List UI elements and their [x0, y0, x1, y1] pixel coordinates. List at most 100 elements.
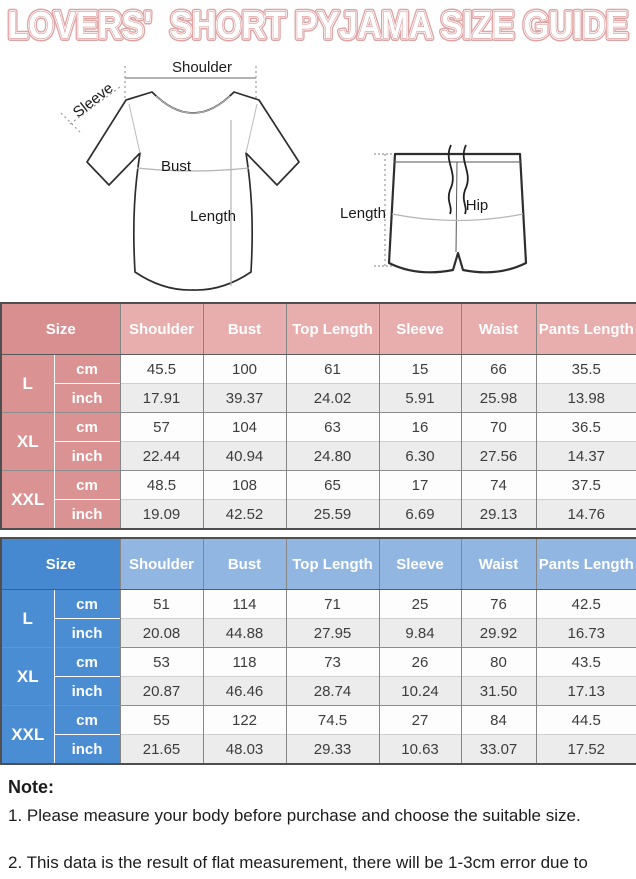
hip-label: Hip — [466, 197, 489, 214]
col-header-waist: Waist — [460, 538, 537, 590]
shorts-outline — [387, 152, 528, 274]
tshirt-right-sleeve-seam — [245, 103, 258, 154]
row-l-inch: inch 20.08 44.88 27.95 9.84 29.92 16.73 — [1, 618, 636, 648]
size-label-l: L — [0, 589, 54, 648]
col-header-top-length: Top Length — [285, 538, 380, 590]
value-cell: 44.88 — [202, 618, 287, 648]
value-cell: 43.5 — [535, 647, 636, 677]
value-cell: 26 — [378, 647, 462, 677]
size-label-xl: XL — [0, 647, 54, 706]
value-cell: 114 — [202, 589, 287, 619]
value-cell: 40.94 — [202, 441, 287, 471]
value-cell: 13.98 — [535, 383, 636, 413]
value-cell: 61 — [285, 354, 380, 384]
value-cell: 53 — [119, 647, 204, 677]
value-cell: 31.50 — [460, 676, 537, 706]
page-title: LOVERS' SHORT PYJAMA SIZE GUIDE — [8, 5, 628, 47]
value-cell: 27 — [378, 705, 462, 735]
value-cell: 33.07 — [460, 734, 537, 764]
pink-size-table: Size Shoulder Bust Top Length Sleeve Wai… — [0, 302, 636, 530]
row-xl-cm: XL cm 53 118 73 26 80 43.5 — [0, 647, 636, 706]
unit-label-inch: inch — [53, 441, 121, 471]
unit-label-inch: inch — [53, 618, 121, 648]
value-cell: 66 — [460, 354, 537, 384]
header-row: Size Shoulder Bust Top Length Sleeve Wai… — [0, 303, 636, 355]
col-header-size: Size — [0, 538, 121, 590]
size-label-l: L — [0, 354, 54, 413]
value-cell: 22.44 — [119, 441, 204, 471]
value-cell: 37.5 — [535, 470, 636, 500]
unit-label-inch: inch — [53, 676, 121, 706]
col-header-shoulder: Shoulder — [119, 303, 204, 355]
pants-length-label: Length — [340, 205, 386, 222]
unit-label-inch: inch — [53, 734, 121, 764]
value-cell: 6.30 — [378, 441, 462, 471]
shorts-drawing: Length Hip — [340, 144, 528, 274]
row-xl-inch: inch 20.87 46.46 28.74 10.24 31.50 17.13 — [1, 676, 636, 706]
value-cell: 15 — [378, 354, 462, 384]
shorts-center-seam — [455, 161, 458, 253]
value-cell: 29.13 — [460, 499, 537, 529]
unit-label-cm: cm — [53, 705, 121, 735]
value-cell: 100 — [202, 354, 287, 384]
unit-label-cm: cm — [53, 589, 121, 619]
page-title-art: LOVERS' SHORT PYJAMA SIZE GUIDE LOVERS' … — [5, 2, 631, 50]
value-cell: 36.5 — [535, 412, 636, 442]
page-title-area: LOVERS' SHORT PYJAMA SIZE GUIDE LOVERS' … — [0, 0, 636, 50]
col-header-top-length: Top Length — [285, 303, 380, 355]
unit-label-inch: inch — [53, 499, 121, 529]
note-section: Note: 1. Please measure your body before… — [0, 765, 636, 879]
value-cell: 9.84 — [378, 618, 462, 648]
col-header-waist: Waist — [460, 303, 537, 355]
col-header-sleeve: Sleeve — [378, 303, 462, 355]
value-cell: 10.24 — [378, 676, 462, 706]
tshirt-outline — [86, 91, 300, 291]
row-xxl-cm: XXL cm 55 122 74.5 27 84 44.5 — [0, 705, 636, 764]
bust-label: Bust — [161, 158, 192, 175]
value-cell: 84 — [460, 705, 537, 735]
row-xl-cm: XL cm 57 104 63 16 70 36.5 — [0, 412, 636, 471]
shoulder-guide-ticks — [124, 66, 257, 98]
value-cell: 24.02 — [285, 383, 380, 413]
unit-label-cm: cm — [53, 354, 121, 384]
col-header-sleeve: Sleeve — [378, 538, 462, 590]
unit-label-cm: cm — [53, 647, 121, 677]
value-cell: 46.46 — [202, 676, 287, 706]
value-cell: 76 — [460, 589, 537, 619]
pants-length-ticks — [374, 153, 393, 267]
row-l-cm: L cm 51 114 71 25 76 42.5 — [0, 589, 636, 648]
drawstring-right — [462, 144, 469, 215]
unit-label-cm: cm — [53, 412, 121, 442]
row-xxl-inch: inch 21.65 48.03 29.33 10.63 33.07 17.52 — [1, 734, 636, 764]
value-cell: 20.87 — [119, 676, 204, 706]
col-header-bust: Bust — [202, 303, 287, 355]
note-item-1: 1. Please measure your body before purch… — [8, 806, 581, 825]
value-cell: 25 — [378, 589, 462, 619]
table-gap — [0, 530, 636, 537]
value-cell: 51 — [119, 589, 204, 619]
value-cell: 71 — [285, 589, 380, 619]
value-cell: 17 — [378, 470, 462, 500]
diagram-canvas: Shoulder Sleeve Bust Length Length Hip — [60, 59, 528, 291]
unit-label-cm: cm — [53, 470, 121, 500]
value-cell: 35.5 — [535, 354, 636, 384]
value-cell: 20.08 — [119, 618, 204, 648]
value-cell: 27.56 — [460, 441, 537, 471]
value-cell: 48.5 — [119, 470, 204, 500]
top-length-label: Length — [190, 208, 236, 225]
value-cell: 70 — [460, 412, 537, 442]
col-header-size: Size — [0, 303, 121, 355]
col-header-pants-length: Pants Length — [535, 303, 636, 355]
value-cell: 14.76 — [535, 499, 636, 529]
value-cell: 21.65 — [119, 734, 204, 764]
size-label-xl: XL — [0, 412, 54, 471]
value-cell: 118 — [202, 647, 287, 677]
value-cell: 16.73 — [535, 618, 636, 648]
size-label-xxl: XXL — [0, 470, 54, 529]
value-cell: 25.98 — [460, 383, 537, 413]
value-cell: 42.52 — [202, 499, 287, 529]
measurement-diagrams: Shoulder Sleeve Bust Length Length Hip — [0, 50, 636, 302]
value-cell: 57 — [119, 412, 204, 442]
value-cell: 63 — [285, 412, 380, 442]
